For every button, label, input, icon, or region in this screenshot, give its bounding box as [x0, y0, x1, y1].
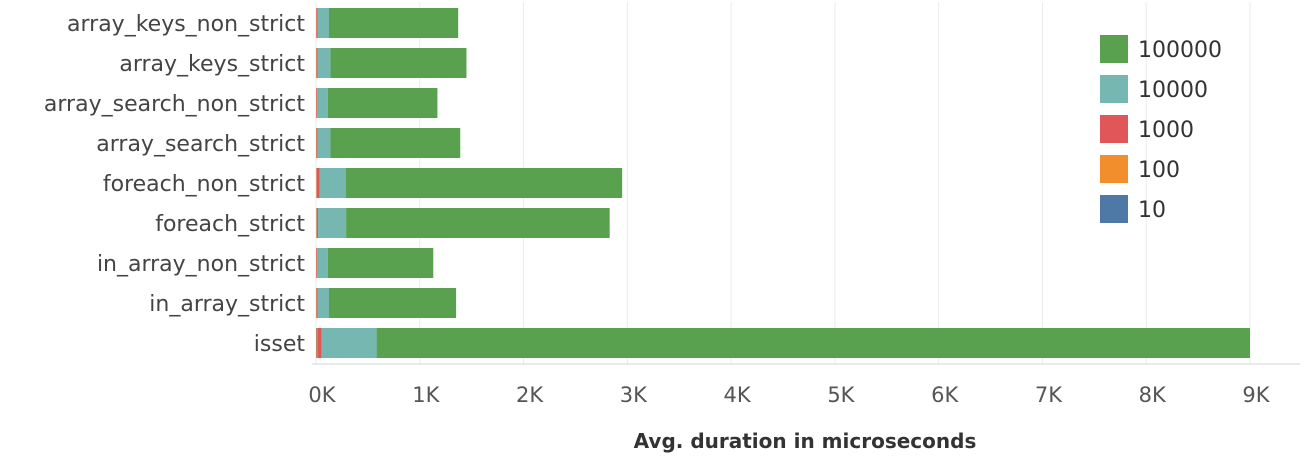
bar-segment-100 — [316, 328, 318, 358]
x-tick-label: 1K — [412, 383, 440, 407]
bar-segment-100000 — [330, 48, 467, 78]
bar-segment-100000 — [345, 168, 623, 198]
bar-segment-1000 — [316, 208, 319, 238]
bar-segment-10000 — [318, 208, 347, 238]
x-tick-label: 7K — [1035, 383, 1063, 407]
bar-segment-10000 — [319, 168, 346, 198]
bar-segment-10000 — [317, 288, 329, 318]
x-tick-label: 5K — [827, 383, 855, 407]
bar-segment-100000 — [327, 88, 438, 118]
bar-segment-1000 — [317, 328, 322, 358]
bar-segment-100 — [316, 168, 317, 198]
bar-segment-1000 — [316, 8, 318, 38]
bar-segment-1000 — [316, 88, 318, 118]
legend-swatch — [1100, 35, 1128, 63]
bar-segment-1000 — [316, 128, 318, 158]
category-label: in_array_strict — [149, 292, 305, 317]
legend-label: 1000 — [1138, 118, 1194, 143]
bar-segment-100000 — [328, 288, 457, 318]
legend-swatch — [1100, 155, 1128, 183]
x-axis-ticks: 0K 1K 2K 3K 4K 5K 6K 7K 8K 9K — [308, 383, 1270, 407]
legend: 100000 10000 1000 100 10 — [1100, 35, 1222, 223]
bar-segment-10000 — [317, 88, 328, 118]
bar-segment-10000 — [321, 328, 377, 358]
bar-segment-100000 — [328, 8, 459, 38]
category-label: foreach_non_strict — [103, 172, 306, 197]
x-tick-label: 6K — [931, 383, 959, 407]
x-axis-title: Avg. duration in microseconds — [634, 429, 977, 453]
bar-segment-10000 — [317, 128, 331, 158]
bars — [316, 8, 1251, 358]
x-tick-label: 3K — [620, 383, 648, 407]
category-label: isset — [254, 332, 306, 357]
bar-segment-100 — [316, 208, 317, 238]
bar-segment-1000 — [316, 168, 320, 198]
legend-label: 10000 — [1138, 78, 1208, 103]
bar-segment-10000 — [317, 48, 331, 78]
legend-swatch — [1100, 75, 1128, 103]
x-tick-label: 2K — [516, 383, 544, 407]
x-tick-label: 9K — [1242, 383, 1270, 407]
category-labels: array_keys_non_strict array_keys_strictar… — [44, 12, 305, 357]
category-label: in_array_non_strict — [97, 252, 305, 277]
bar-segment-1000 — [316, 48, 318, 78]
category-label: array_keys_strict — [119, 52, 305, 77]
category-label: foreach_strict — [155, 212, 305, 237]
x-tick-label: 8K — [1139, 383, 1167, 407]
bar-segment-100000 — [327, 248, 434, 278]
legend-swatch — [1100, 195, 1128, 223]
legend-label: 10 — [1138, 198, 1166, 223]
bar-segment-100000 — [330, 128, 461, 158]
legend-swatch — [1100, 115, 1128, 143]
category-label: array_search_non_strict — [44, 92, 305, 117]
bar-segment-10000 — [317, 248, 328, 278]
bar-segment-1000 — [316, 248, 318, 278]
bar-segment-100000 — [376, 328, 1251, 358]
category-label: array_keys_non_strict — [67, 12, 305, 37]
legend-label: 100000 — [1138, 38, 1222, 63]
x-tick-label: 4K — [724, 383, 752, 407]
bar-segment-1000 — [316, 288, 318, 318]
bar-segment-10000 — [317, 8, 329, 38]
bar-segment-100000 — [346, 208, 610, 238]
x-tick-label: 0K — [308, 383, 336, 407]
category-label: array_search_strict — [96, 132, 305, 157]
legend-label: 100 — [1138, 158, 1180, 183]
